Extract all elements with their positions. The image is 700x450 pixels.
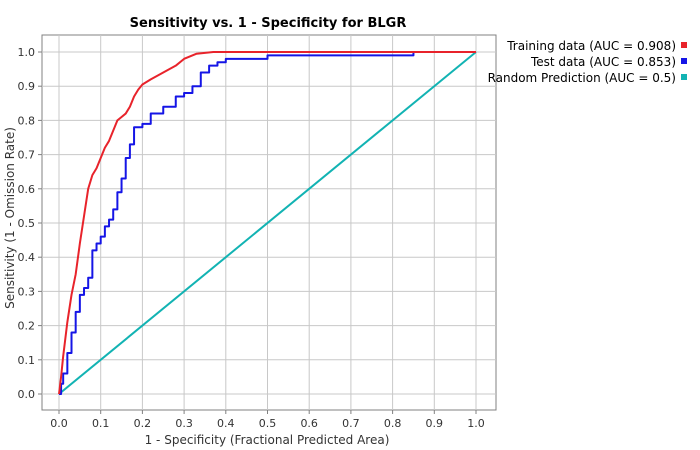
random-prediction-line: [58, 51, 477, 395]
chart-title: Sensitivity vs. 1 - Specificity for BLGR: [130, 16, 407, 31]
x-tick-label: 0.8: [384, 417, 402, 430]
axis-ticks: 0.0 0.1 0.2 0.3 0.4 0.5 0.6 0.7 0.8 0.9 1.0 0.0 0.1 0…: [18, 46, 485, 430]
training-data-line: [58, 51, 476, 395]
y-tick-label: 0.8: [18, 114, 36, 127]
x-tick-label: 0.4: [217, 417, 235, 430]
legend-label: Training data (AUC = 0.908): [506, 39, 676, 53]
legend-item-training: Training data (AUC = 0.908): [506, 39, 687, 53]
y-tick-label: 0.2: [18, 320, 36, 333]
x-tick-label: 0.7: [342, 417, 360, 430]
grid: [42, 35, 496, 410]
y-tick-label: 0.6: [18, 183, 36, 196]
y-tick-label: 0.0: [18, 388, 36, 401]
legend-swatch: [681, 58, 687, 64]
y-tick-label: 0.1: [18, 354, 36, 367]
y-tick-label: 0.7: [18, 149, 36, 162]
x-tick-label: 1.0: [467, 417, 485, 430]
y-tick-label: 0.4: [18, 251, 36, 264]
x-tick-label: 0.5: [259, 417, 277, 430]
legend-item-random: Random Prediction (AUC = 0.5): [488, 71, 687, 85]
y-tick-label: 1.0: [18, 46, 36, 59]
x-axis-label: 1 - Specificity (Fractional Predicted Ar…: [145, 433, 390, 447]
legend-swatch: [681, 74, 687, 80]
x-tick-label: 0.0: [50, 417, 68, 430]
x-tick-label: 0.2: [134, 417, 152, 430]
y-tick-label: 0.5: [18, 217, 36, 230]
legend-label: Test data (AUC = 0.853): [530, 55, 676, 69]
x-tick-label: 0.3: [175, 417, 193, 430]
series-lines: [58, 51, 477, 395]
legend-item-test: Test data (AUC = 0.853): [530, 55, 687, 69]
test-data-line: [59, 51, 476, 395]
legend-label: Random Prediction (AUC = 0.5): [488, 71, 676, 85]
y-tick-label: 0.3: [18, 285, 36, 298]
y-axis-label: Sensitivity (1 - Omission Rate): [3, 127, 17, 309]
legend: Training data (AUC = 0.908) Test data (AU…: [488, 39, 687, 85]
x-tick-label: 0.9: [426, 417, 444, 430]
legend-swatch: [681, 42, 687, 48]
x-tick-label: 0.6: [300, 417, 318, 430]
y-tick-label: 0.9: [18, 80, 36, 93]
x-tick-label: 0.1: [92, 417, 110, 430]
